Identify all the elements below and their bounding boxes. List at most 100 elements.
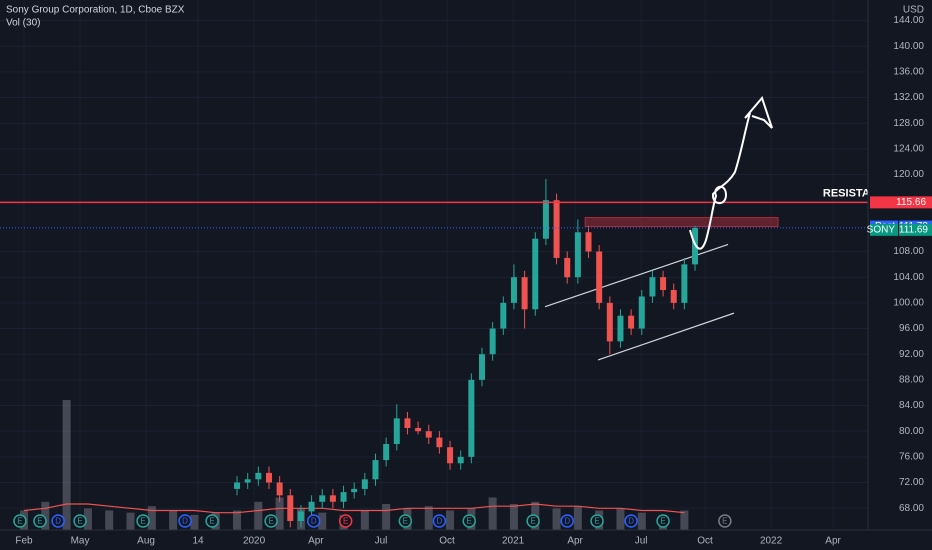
volume-bar [105, 510, 114, 530]
resistance-zone [584, 217, 779, 228]
candle-body [553, 200, 560, 258]
y-tick-label: 72.00 [899, 477, 924, 488]
y-tick-label: 100.00 [893, 297, 924, 308]
y-tick-label: 132.00 [893, 92, 924, 103]
candle-body [244, 479, 251, 483]
candle-body [521, 277, 528, 310]
volume-bar [637, 512, 646, 530]
candle-body [681, 264, 688, 303]
volume-bar [360, 510, 369, 530]
event-marker [718, 514, 732, 528]
x-tick-label: Feb [15, 536, 33, 547]
volume-bar [62, 400, 71, 530]
candle-body [287, 495, 294, 522]
candle-body [596, 251, 603, 303]
y-tick-label: 108.00 [893, 246, 924, 257]
candle-body [649, 277, 656, 297]
tag-name-bg [870, 223, 898, 236]
candle-body [404, 418, 411, 428]
x-tick-label: 2021 [502, 536, 525, 547]
candle-body [329, 495, 336, 502]
volume-bar [190, 514, 199, 530]
event-label: E [77, 517, 82, 526]
event-label: E [209, 517, 214, 526]
event-marker [560, 514, 574, 528]
candle-body [510, 277, 517, 303]
volume-bar [126, 512, 135, 530]
event-marker [73, 514, 87, 528]
candle-body [297, 511, 304, 522]
event-label: E [722, 517, 727, 526]
volume-bar [147, 506, 156, 530]
volume-bar [680, 510, 689, 530]
event-label: E [37, 517, 42, 526]
candle-body [542, 200, 549, 239]
event-marker [462, 514, 476, 528]
event-marker [51, 514, 65, 528]
y-tick-label: 120.00 [893, 169, 924, 180]
tag-value-bg [899, 223, 932, 236]
x-tick-label: 2020 [243, 536, 266, 547]
y-tick-label: 88.00 [899, 374, 924, 385]
indicator-label: Vol (30) [6, 18, 40, 29]
y-tick-label: 92.00 [899, 349, 924, 360]
volume-bar [552, 508, 561, 530]
channel-line [597, 312, 735, 361]
price-axis [868, 0, 932, 530]
y-tick-label: 104.00 [893, 272, 924, 283]
event-marker [136, 514, 150, 528]
event-marker [306, 514, 321, 528]
y-tick-label: 68.00 [899, 503, 924, 514]
y-tick-label: 136.00 [893, 67, 924, 78]
currency: USD [903, 5, 924, 16]
candle-body [468, 379, 475, 457]
volume-bar [169, 510, 178, 530]
volume-bar [275, 497, 284, 530]
candle-body [617, 315, 624, 342]
candle-body [436, 437, 443, 448]
candle-body [670, 290, 677, 303]
volume-bar [382, 504, 391, 530]
x-tick-label: Oct [439, 536, 455, 547]
y-tick-label: 76.00 [899, 451, 924, 462]
candle-body [276, 482, 283, 496]
x-tick-label: May [71, 536, 90, 547]
x-tick-label: 2022 [760, 536, 783, 547]
candle-body [415, 427, 422, 432]
candle-body [372, 460, 379, 480]
volume-bar [616, 508, 625, 530]
x-tick-label: Jul [635, 536, 648, 547]
event-label: D [311, 517, 317, 526]
tag-name: SONY [867, 224, 896, 235]
candle-body [606, 302, 613, 342]
event-label: D [182, 517, 188, 526]
candle-body [319, 495, 326, 502]
volume-bar [424, 506, 433, 530]
candle-body [425, 431, 432, 438]
x-tick-label: Aug [137, 536, 155, 547]
event-marker [205, 514, 219, 528]
y-tick-label: 80.00 [899, 426, 924, 437]
volume-bar [318, 512, 327, 530]
event-label: D [564, 517, 570, 526]
volume-bar [446, 510, 455, 530]
candle-body [457, 456, 464, 464]
candle-body [638, 296, 645, 329]
candle-body [234, 482, 241, 489]
volume-ma [23, 503, 685, 514]
candle-body [479, 354, 486, 380]
y-tick-label: 96.00 [899, 323, 924, 334]
event-marker [398, 514, 413, 528]
x-tick-label: Oct [697, 536, 713, 547]
volume-bar [254, 501, 263, 530]
event-marker [590, 514, 604, 528]
event-marker [624, 514, 638, 528]
x-tick-label: Apr [825, 536, 841, 547]
candle-body [564, 257, 571, 278]
volume-bar [41, 501, 50, 530]
event-marker [178, 514, 192, 528]
candle-body [265, 472, 272, 483]
volume-bar [83, 508, 92, 530]
event-marker [264, 514, 278, 528]
